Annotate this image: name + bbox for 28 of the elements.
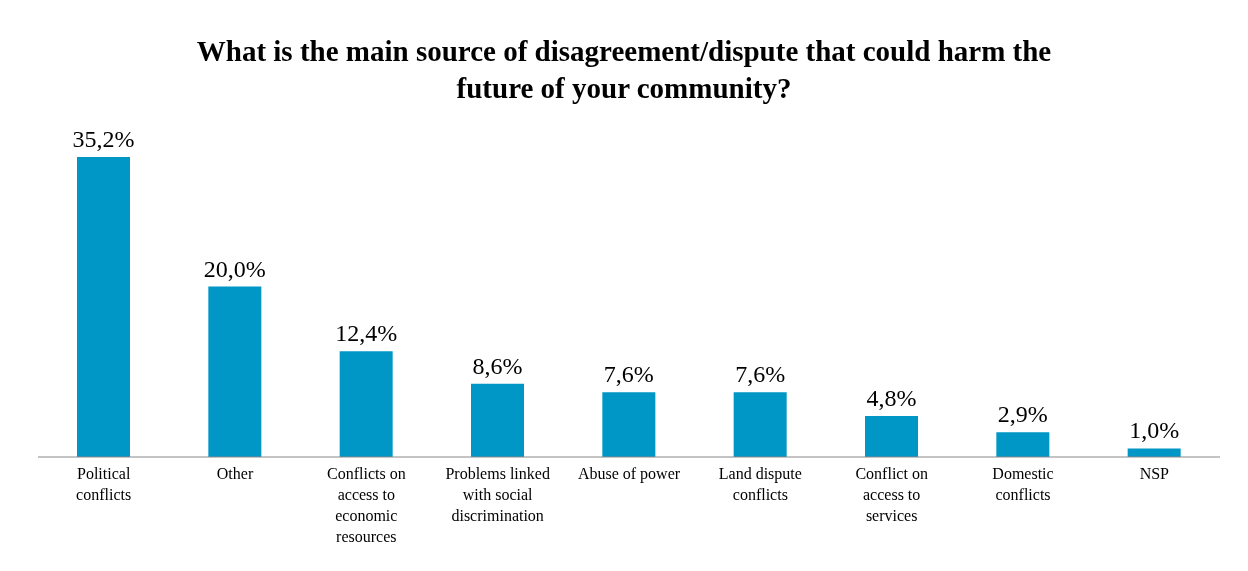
bar	[865, 416, 918, 457]
x-tick-label: NSP	[1139, 465, 1170, 482]
bar	[471, 383, 524, 457]
bar	[1127, 448, 1181, 457]
data-label: 8,6%	[472, 352, 523, 379]
x-tick-label: Other	[216, 465, 254, 482]
bar	[733, 392, 787, 457]
bar	[602, 392, 656, 457]
data-label: 20,0%	[203, 255, 266, 282]
x-tick-label: Political conflicts	[76, 465, 132, 503]
chart-title: What is the main source of disagreement/dispute that could harm the future of your community?	[195, 34, 1053, 106]
data-label: 1,0%	[1129, 417, 1180, 444]
data-label: 12,4%	[335, 320, 398, 347]
x-tick-label: Abuse of power	[577, 465, 681, 483]
x-tick-label: Conflict on access to services	[855, 465, 928, 524]
x-tick-label: Problems linked with social discrimination	[445, 465, 550, 524]
bar	[996, 432, 1050, 457]
x-tick-label: Domestic conflicts	[992, 465, 1054, 503]
data-label: 7,6%	[603, 361, 654, 388]
data-label: 35,2%	[72, 126, 135, 152]
data-label: 4,8%	[866, 385, 917, 412]
bar	[77, 157, 130, 457]
x-tick-label: Conflicts on access to economic resources	[327, 465, 406, 545]
x-tick-label: Land dispute conflicts	[718, 465, 802, 503]
data-label: 7,6%	[735, 361, 786, 388]
data-label: 2,9%	[997, 401, 1048, 428]
bar	[339, 351, 393, 457]
bar	[208, 286, 262, 457]
